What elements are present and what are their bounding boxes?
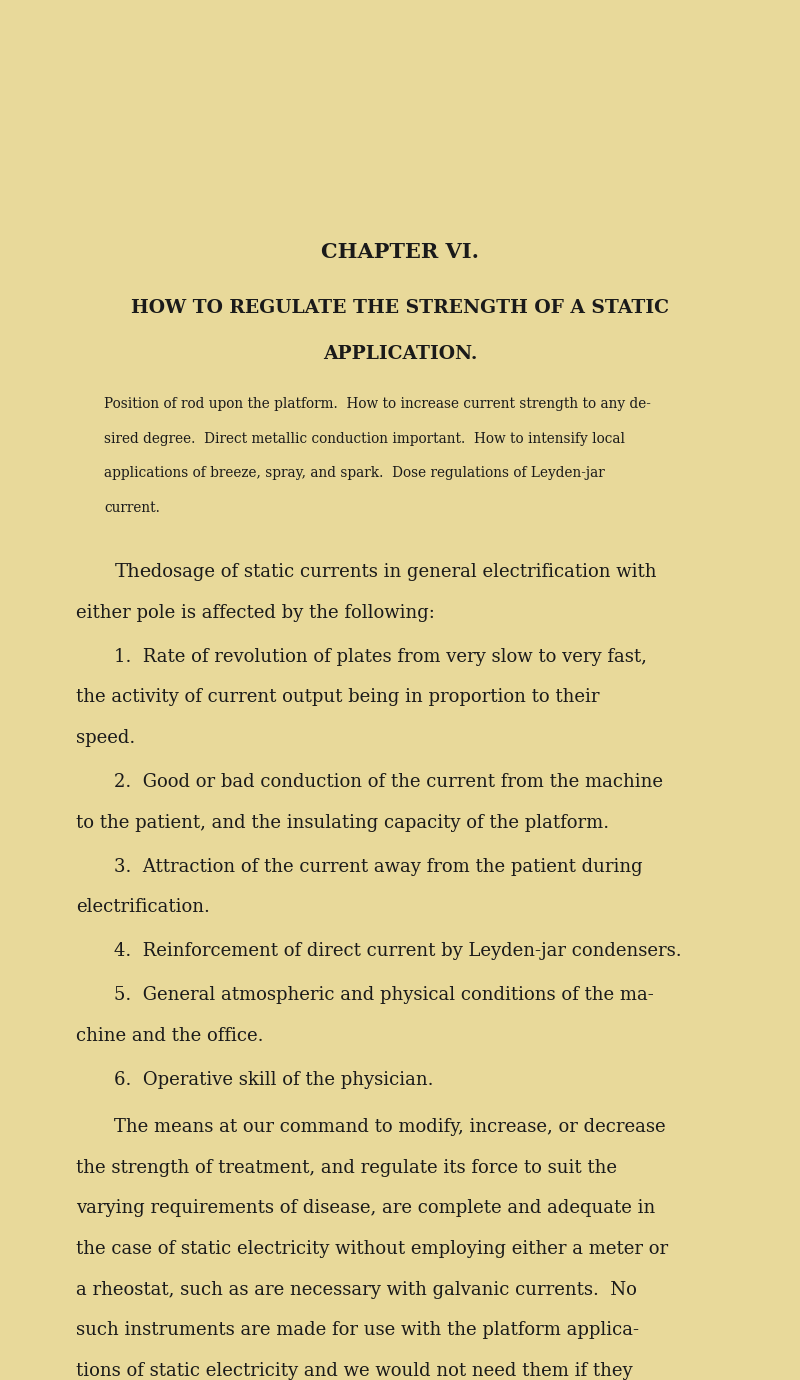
Text: The means at our command to modify, increase, or decrease: The means at our command to modify, incr… — [114, 1118, 666, 1136]
Text: 1.  Rate of revolution of plates from very slow to very fast,: 1. Rate of revolution of plates from ver… — [114, 647, 647, 665]
Text: 3.  Attraction of the current away from the patient during: 3. Attraction of the current away from t… — [114, 858, 643, 876]
Text: 4.  Reinforcement of direct current by Leyden-jar condensers.: 4. Reinforcement of direct current by Le… — [114, 943, 682, 960]
Text: applications of breeze, spray, and spark.  Dose regulations of Leyden-jar: applications of breeze, spray, and spark… — [104, 466, 605, 480]
Text: varying requirements of disease, are complete and adequate in: varying requirements of disease, are com… — [76, 1199, 655, 1217]
Text: chine and the office.: chine and the office. — [76, 1027, 263, 1045]
Text: 5.  General atmospheric and physical conditions of the ma-: 5. General atmospheric and physical cond… — [114, 987, 654, 1005]
Text: such instruments are made for use with the platform applica-: such instruments are made for use with t… — [76, 1322, 639, 1340]
Text: the activity of current output being in proportion to their: the activity of current output being in … — [76, 689, 599, 707]
Text: electrification.: electrification. — [76, 898, 210, 916]
Text: 2.  Good or bad conduction of the current from the machine: 2. Good or bad conduction of the current… — [114, 773, 663, 791]
Text: current.: current. — [104, 501, 160, 515]
Text: the case of static electricity without employing either a meter or: the case of static electricity without e… — [76, 1241, 668, 1259]
Text: dosage of static currents in general electrification with: dosage of static currents in general ele… — [145, 563, 656, 581]
Text: APPLICATION.: APPLICATION. — [323, 345, 477, 363]
Text: HOW TO REGULATE THE STRENGTH OF A STATIC: HOW TO REGULATE THE STRENGTH OF A STATIC — [131, 299, 669, 317]
Text: to the patient, and the insulating capacity of the platform.: to the patient, and the insulating capac… — [76, 814, 609, 832]
Text: 6.  Operative skill of the physician.: 6. Operative skill of the physician. — [114, 1071, 434, 1089]
Text: tions of static electricity and we would not need them if they: tions of static electricity and we would… — [76, 1362, 633, 1380]
Text: speed.: speed. — [76, 729, 135, 747]
Text: CHAPTER VI.: CHAPTER VI. — [321, 241, 479, 261]
Text: The: The — [114, 563, 152, 581]
Text: either pole is affected by the following:: either pole is affected by the following… — [76, 604, 435, 622]
Text: Position of rod upon the platform.  How to increase current strength to any de-: Position of rod upon the platform. How t… — [104, 397, 651, 411]
Text: a rheostat, such as are necessary with galvanic currents.  No: a rheostat, such as are necessary with g… — [76, 1281, 637, 1299]
Text: sired degree.  Direct metallic conduction important.  How to intensify local: sired degree. Direct metallic conduction… — [104, 432, 625, 446]
Text: the strength of treatment, and regulate its force to suit the: the strength of treatment, and regulate … — [76, 1159, 617, 1177]
